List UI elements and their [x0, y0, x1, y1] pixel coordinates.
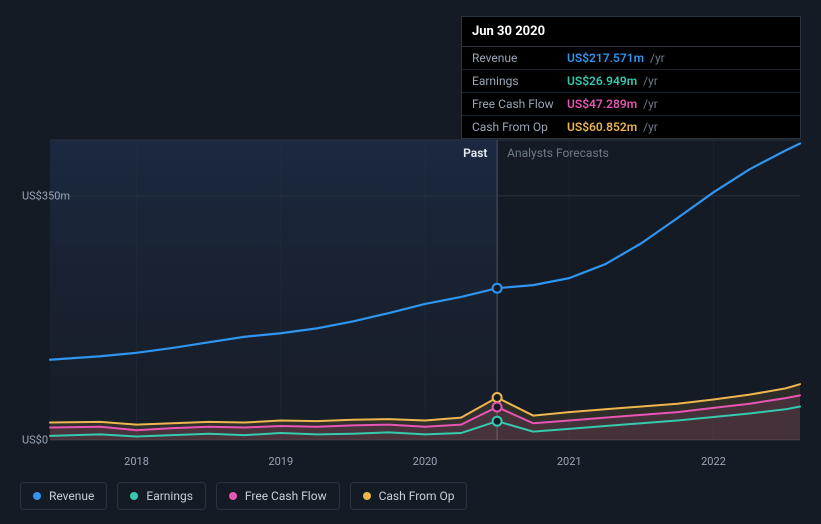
legend-dot-icon — [363, 492, 371, 500]
forecast-section-label: Analysts Forecasts — [507, 146, 609, 160]
legend-item-cash-from-op[interactable]: Cash From Op — [350, 482, 468, 510]
legend-label: Free Cash Flow — [245, 489, 327, 503]
tooltip-series-value: US$217.571m — [567, 51, 644, 65]
tooltip-unit: /yr — [643, 120, 658, 134]
tooltip-unit: /yr — [650, 51, 665, 65]
legend-dot-icon — [130, 492, 138, 500]
chart-legend: Revenue Earnings Free Cash Flow Cash From O… — [20, 482, 467, 510]
x-axis-label: 2018 — [124, 455, 149, 468]
tooltip-date: Jun 30 2020 — [462, 17, 800, 47]
legend-item-earnings[interactable]: Earnings — [117, 482, 206, 510]
x-axis-label: 2021 — [557, 455, 582, 468]
tooltip-series-value: US$47.289m — [567, 97, 637, 111]
legend-item-free-cash-flow[interactable]: Free Cash Flow — [216, 482, 340, 510]
legend-dot-icon — [33, 492, 41, 500]
tooltip-series-label: Revenue — [472, 51, 567, 65]
financial-forecast-chart: Jun 30 2020 RevenueUS$217.571m/yrEarning… — [0, 0, 821, 524]
hover-tooltip: Jun 30 2020 RevenueUS$217.571m/yrEarning… — [461, 16, 801, 139]
legend-label: Earnings — [146, 489, 193, 503]
tooltip-series-label: Cash From Op — [472, 120, 567, 134]
tooltip-series-label: Free Cash Flow — [472, 97, 567, 111]
x-axis-label: 2020 — [413, 455, 438, 468]
tooltip-series-value: US$26.949m — [567, 74, 637, 88]
tooltip-row: Cash From OpUS$60.852m/yr — [462, 116, 800, 138]
y-axis-label: US$350m — [22, 189, 70, 202]
legend-label: Revenue — [49, 489, 94, 503]
legend-dot-icon — [229, 492, 237, 500]
tooltip-unit: /yr — [643, 74, 658, 88]
tooltip-series-label: Earnings — [472, 74, 567, 88]
legend-label: Cash From Op — [379, 489, 455, 503]
tooltip-row: Free Cash FlowUS$47.289m/yr — [462, 93, 800, 116]
x-axis-label: 2019 — [268, 455, 293, 468]
tooltip-series-value: US$60.852m — [567, 120, 637, 134]
x-axis-label: 2022 — [701, 455, 726, 468]
legend-item-revenue[interactable]: Revenue — [20, 482, 107, 510]
past-section-label: Past — [463, 146, 487, 160]
tooltip-row: RevenueUS$217.571m/yr — [462, 47, 800, 70]
tooltip-unit: /yr — [643, 97, 658, 111]
tooltip-row: EarningsUS$26.949m/yr — [462, 70, 800, 93]
y-axis-label: US$0 — [22, 434, 48, 447]
